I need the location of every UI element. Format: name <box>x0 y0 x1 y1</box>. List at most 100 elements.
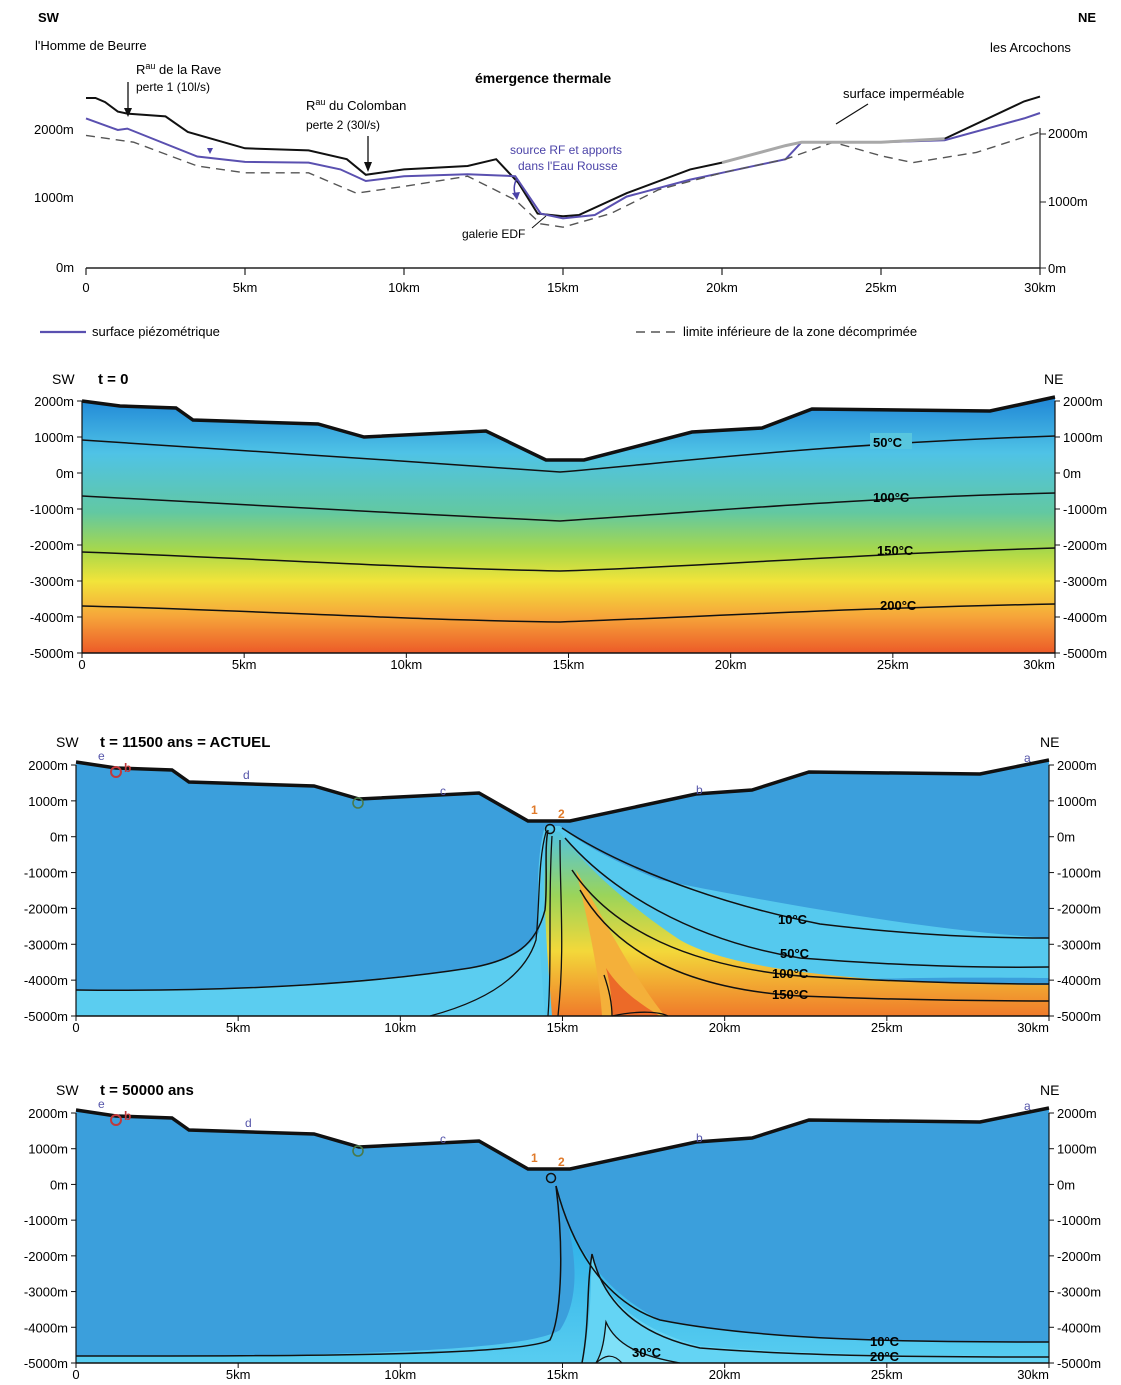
t50000-isotherm-20 <box>581 1253 1050 1364</box>
section-ytick-label-right: -3000m <box>1057 937 1101 952</box>
section-ytick-label-left: -4000m <box>24 1320 68 1335</box>
section-ytick-label-right: 2000m <box>1057 1106 1097 1121</box>
t50000-point-b1: b <box>124 1109 131 1123</box>
section-ytick-label-right: -1000m <box>1063 502 1107 517</box>
t0-axes: 2000m 2000m 1000m 1000m 0m 0m -1000m -1000m -200… <box>30 394 1107 672</box>
section-xtick-label: 10km <box>390 657 422 672</box>
section-xtick-label: 20km <box>709 1020 741 1035</box>
section-xtick-label: 0 <box>72 1020 79 1035</box>
t11500-deep-layer <box>76 920 560 1016</box>
section-ytick-label-left: -3000m <box>30 574 74 589</box>
t11500-sw-label: SW <box>56 734 79 750</box>
t50000-isotherm-10 <box>555 1185 1050 1343</box>
t0-isotherm-200 <box>81 603 1056 623</box>
section-ytick-label-left: 2000m <box>28 1106 68 1121</box>
section-xtick-label: 5km <box>232 657 257 672</box>
t50000-isotherm-label-30: 30°C <box>632 1345 662 1360</box>
section-ytick-label-left: -2000m <box>24 1249 68 1264</box>
t11500-point-b1: b <box>124 761 131 775</box>
t50000-point-1: 1 <box>531 1151 538 1165</box>
t11500-isotherm-label-100: 100°C <box>772 966 809 981</box>
left-place-label: l'Homme de Beurre <box>35 38 147 53</box>
t11500-colomban-marker-icon <box>352 797 364 809</box>
section-ytick-label-left: -2000m <box>30 538 74 553</box>
section-ytick-label-right: 1000m <box>1057 1142 1097 1157</box>
t11500-point-c: c <box>440 784 446 798</box>
top-title: émergence thermale <box>475 70 611 86</box>
t50000-topography <box>75 1106 1050 1171</box>
section-xtick-label: 15km <box>547 1367 579 1382</box>
spring-marker-icon <box>207 148 213 154</box>
t50000-sink-marker-icon <box>110 1114 122 1126</box>
t50000-axes: 2000m 2000m 1000m 1000m 0m 0m -1000m -1000m -200… <box>24 1106 1101 1382</box>
t11500-point-d: d <box>243 768 250 782</box>
section-ytick-label-right: 2000m <box>1063 394 1103 409</box>
section-ytick-label-right: 2000m <box>1057 758 1097 773</box>
section-ytick-label-left: 0m <box>56 466 74 481</box>
t11500-point-e: e <box>98 749 105 763</box>
section-ytick-label-right: 0m <box>1057 1177 1075 1192</box>
t50000-point-2: 2 <box>558 1155 565 1169</box>
section-ytick-label-right: -4000m <box>1063 610 1107 625</box>
t11500-point-2: 2 <box>558 807 565 821</box>
section-panel-t0: 50°C 100°C 150°C 200°C SW t = 0 NE 2000m… <box>30 371 1107 672</box>
t50000-isotherm-outer-left <box>75 1185 562 1357</box>
section-ytick-label-left: 2000m <box>34 394 74 409</box>
t11500-isotherm-b <box>547 835 553 1017</box>
section-ytick-label-left: 1000m <box>28 794 68 809</box>
section-ytick-label-left: 0m <box>50 830 68 845</box>
t50000-isotherm-30 <box>595 1319 681 1364</box>
t11500-isotherm-100 <box>571 869 1050 985</box>
section-xtick-label: 0 <box>78 657 85 672</box>
t50000-source-marker-icon <box>545 1172 557 1184</box>
ann-rave-line1: Rau de la Rave <box>136 61 221 77</box>
section-ytick-label-left: -5000m <box>24 1356 68 1371</box>
t11500-source-marker-icon <box>544 823 556 835</box>
t11500-topography <box>75 758 1050 823</box>
t50000-point-a: a <box>1024 1099 1031 1113</box>
section-ytick-label-left: -1000m <box>30 502 74 517</box>
t11500-axes: 2000m 2000m 1000m 1000m 0m 0m -1000m -1000m -200… <box>24 758 1101 1035</box>
t0-time-label: t = 0 <box>98 371 128 388</box>
section-xtick-label: 25km <box>871 1367 903 1382</box>
section-ytick-label-right: -5000m <box>1057 1356 1101 1371</box>
top-xtick-label: 5km <box>233 280 258 295</box>
top-xtick-label: 10km <box>388 280 420 295</box>
section-xtick-label: 15km <box>553 657 585 672</box>
t0-temperature-field <box>82 397 1055 653</box>
t11500-plume-hot <box>576 870 665 1016</box>
t11500-plume-core <box>544 830 1049 1016</box>
top-profile-panel: SW NE l'Homme de Beurre les Arcochons ém… <box>34 10 1096 339</box>
top-xtick-label: 0 <box>82 280 89 295</box>
t0-isotherm-label-200: 200°C <box>880 598 917 613</box>
ann-impermeable: surface imperméable <box>843 86 964 101</box>
section-ytick-label-left: -5000m <box>24 1009 68 1024</box>
legend-piezo-label: surface piézométrique <box>92 324 220 339</box>
section-xtick-label: 30km <box>1023 657 1055 672</box>
t50000-colomban-marker-icon <box>352 1145 364 1157</box>
t0-isotherm-50 <box>81 435 1056 473</box>
section-ytick-label-right: -2000m <box>1057 1249 1101 1264</box>
section-xtick-label: 10km <box>384 1367 416 1382</box>
t50000-sw-label: SW <box>56 1082 79 1098</box>
section-ytick-label-right: -5000m <box>1057 1009 1101 1024</box>
section-ytick-label-right: 0m <box>1057 830 1075 845</box>
section-ytick-label-left: 0m <box>50 1177 68 1192</box>
t0-topography <box>81 395 1056 462</box>
top-xtick-label: 15km <box>547 280 579 295</box>
t11500-sink-marker-icon <box>110 766 122 778</box>
t50000-point-d: d <box>245 1116 252 1130</box>
t50000-isotherm-label-20: 20°C <box>870 1349 900 1364</box>
section-xtick-label: 5km <box>226 1020 251 1035</box>
section-ytick-label-right: -3000m <box>1063 574 1107 589</box>
t11500-isotherm-label-150: 150°C <box>772 987 809 1002</box>
section-ytick-label-right: 1000m <box>1057 794 1097 809</box>
section-ytick-label-left: 1000m <box>34 430 74 445</box>
t11500-time-label: t = 11500 ans = ACTUEL <box>100 734 270 751</box>
ann-colomban-line2: perte 2 (30l/s) <box>306 118 380 132</box>
top-ytick-left-0: 0m <box>56 260 74 275</box>
t11500-isotherm-50 <box>564 837 1050 968</box>
top-ytick-right-0: 0m <box>1048 261 1066 276</box>
t11500-isotherm-10 <box>561 827 1050 939</box>
